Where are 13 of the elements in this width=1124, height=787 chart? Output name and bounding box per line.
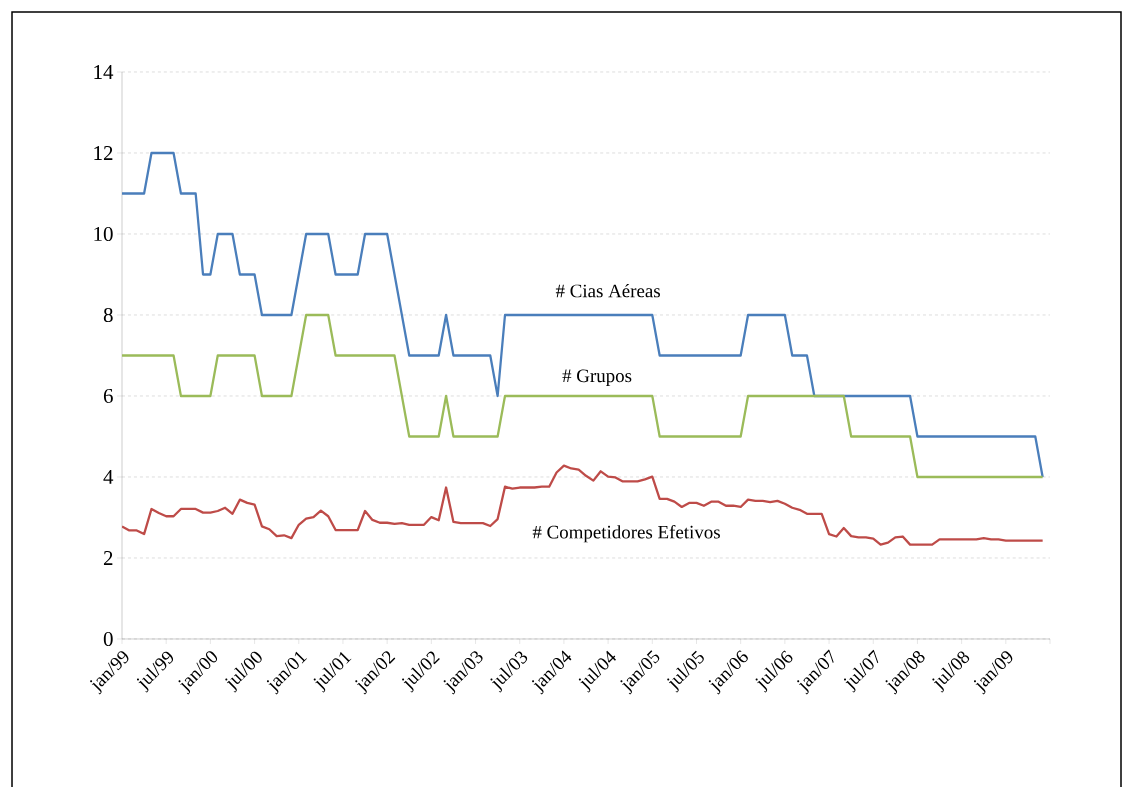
y-tick-label: 8 (103, 307, 113, 323)
y-tick-label: 2 (103, 551, 113, 565)
y-tick-label: 10 (94, 226, 113, 242)
line-series (122, 313, 1044, 479)
series-label: # Competidores Efetivos (532, 525, 720, 543)
y-tick-label: 0 (103, 631, 113, 647)
series-label: # Cias Aéreas (555, 284, 660, 298)
y-tick-label: 12 (94, 146, 113, 160)
y-tick-label: 4 (103, 470, 114, 484)
line-series (122, 151, 1044, 479)
y-tick-label: 6 (103, 388, 113, 404)
series-label: # Grupos (562, 369, 632, 387)
y-tick-label: 14 (94, 65, 114, 79)
